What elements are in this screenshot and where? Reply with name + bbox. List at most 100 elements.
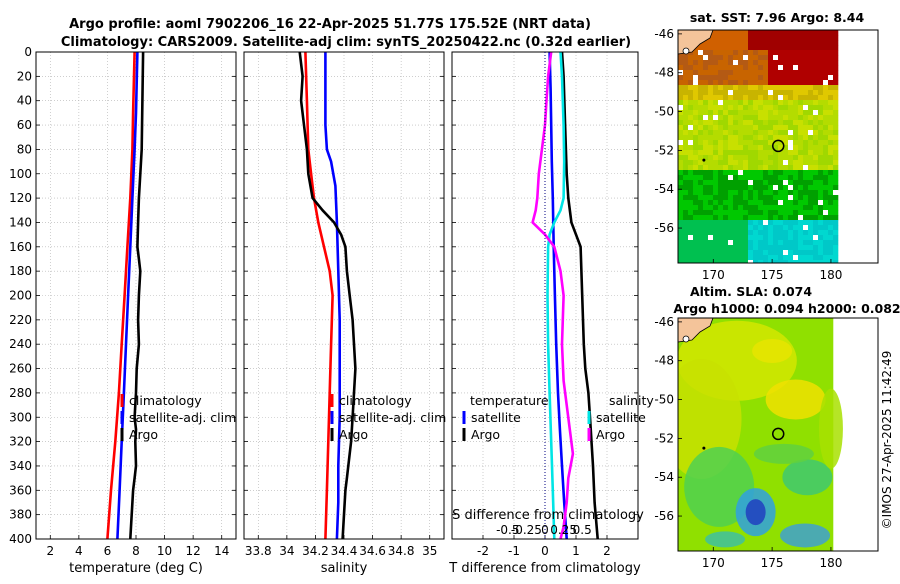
tick-label-x: 180	[819, 268, 842, 282]
map-cell	[748, 105, 754, 111]
map-cell	[808, 155, 814, 161]
map-cell	[823, 190, 829, 196]
map-cell	[748, 130, 754, 136]
map-cell	[688, 240, 694, 246]
map-cell	[793, 105, 799, 111]
map-cell	[788, 40, 794, 46]
map-cell	[723, 160, 729, 166]
map-cell	[728, 65, 734, 71]
map-cell	[708, 150, 714, 156]
tick-label-x: 4	[75, 544, 83, 558]
map-cell	[683, 135, 689, 141]
map-cell	[743, 85, 749, 91]
map-cell	[703, 50, 709, 56]
map-cell	[728, 150, 734, 156]
map-cell	[723, 110, 729, 116]
map-cell	[753, 205, 759, 211]
map-cell	[798, 90, 804, 96]
map-cell	[808, 150, 814, 156]
map-cell	[753, 80, 759, 86]
map-cell	[773, 235, 779, 241]
map-cell	[798, 95, 804, 101]
map-cell	[768, 185, 774, 191]
map-cell	[768, 85, 774, 91]
map-cell	[723, 150, 729, 156]
map-cell	[683, 95, 689, 101]
map-cell	[758, 110, 764, 116]
map-cell	[738, 225, 744, 231]
map-cell	[823, 105, 829, 111]
map-cell	[743, 140, 749, 146]
map-cell	[763, 100, 769, 106]
map-cell	[798, 55, 804, 61]
map-cell	[813, 155, 819, 161]
map-cell	[753, 250, 759, 256]
map-cell	[773, 220, 779, 226]
map-cell	[803, 235, 809, 241]
map-cell	[743, 50, 749, 56]
map-cell	[833, 85, 839, 91]
map-cell	[833, 35, 839, 41]
map-cell	[833, 150, 839, 156]
map-cell	[788, 225, 794, 231]
map-cell	[783, 115, 789, 121]
map-cell	[788, 190, 794, 196]
map-cell	[723, 245, 729, 251]
map-cell	[793, 240, 799, 246]
map-cell	[728, 115, 734, 121]
map-cell	[788, 145, 794, 151]
map-cell	[728, 155, 734, 161]
map-cell	[693, 80, 699, 86]
map-cell	[773, 195, 779, 201]
map-cell	[768, 225, 774, 231]
tick-label-y: 300	[9, 410, 32, 424]
map-cell	[808, 135, 814, 141]
map-cell	[788, 60, 794, 66]
map-cell	[708, 145, 714, 151]
map-cell	[783, 165, 789, 171]
map-cell	[753, 70, 759, 76]
map-cell	[818, 60, 824, 66]
map-cell	[768, 80, 774, 86]
map-cell	[703, 85, 709, 91]
map-cell	[728, 95, 734, 101]
map-cell	[828, 130, 834, 136]
map-cell	[678, 200, 684, 206]
map-cell	[763, 255, 769, 261]
map-cell	[833, 185, 839, 191]
map-cell	[788, 220, 794, 226]
map-cell	[693, 155, 699, 161]
map-cell	[798, 155, 804, 161]
map-cell	[728, 35, 734, 41]
map-cell	[728, 215, 734, 221]
map-cell	[793, 100, 799, 106]
map-cell	[798, 230, 804, 236]
map-cell	[743, 100, 749, 106]
map-cell	[753, 170, 759, 176]
map-cell	[798, 255, 804, 261]
map-cell	[788, 230, 794, 236]
map-cell	[733, 210, 739, 216]
map-cell	[683, 165, 689, 171]
map-cell	[698, 225, 704, 231]
map-cell	[713, 175, 719, 181]
tick-label-x: 10	[157, 544, 172, 558]
map-cell	[693, 70, 699, 76]
map-cell	[753, 75, 759, 81]
map-cell	[708, 160, 714, 166]
temperature-legend: climatology satellite-adj. clim Argo	[120, 393, 236, 442]
map-cell	[818, 95, 824, 101]
map-cell	[678, 150, 684, 156]
map-cell	[718, 85, 724, 91]
map-cell	[818, 135, 824, 141]
map-cell	[833, 40, 839, 46]
map-cell	[778, 35, 784, 41]
map-cell	[728, 245, 734, 251]
map-cell	[718, 65, 724, 71]
map-cell	[738, 105, 744, 111]
map-cell	[793, 110, 799, 116]
map-cell	[713, 120, 719, 126]
map-cell	[808, 85, 814, 91]
map-cell	[728, 85, 734, 91]
map-cell	[698, 60, 704, 66]
